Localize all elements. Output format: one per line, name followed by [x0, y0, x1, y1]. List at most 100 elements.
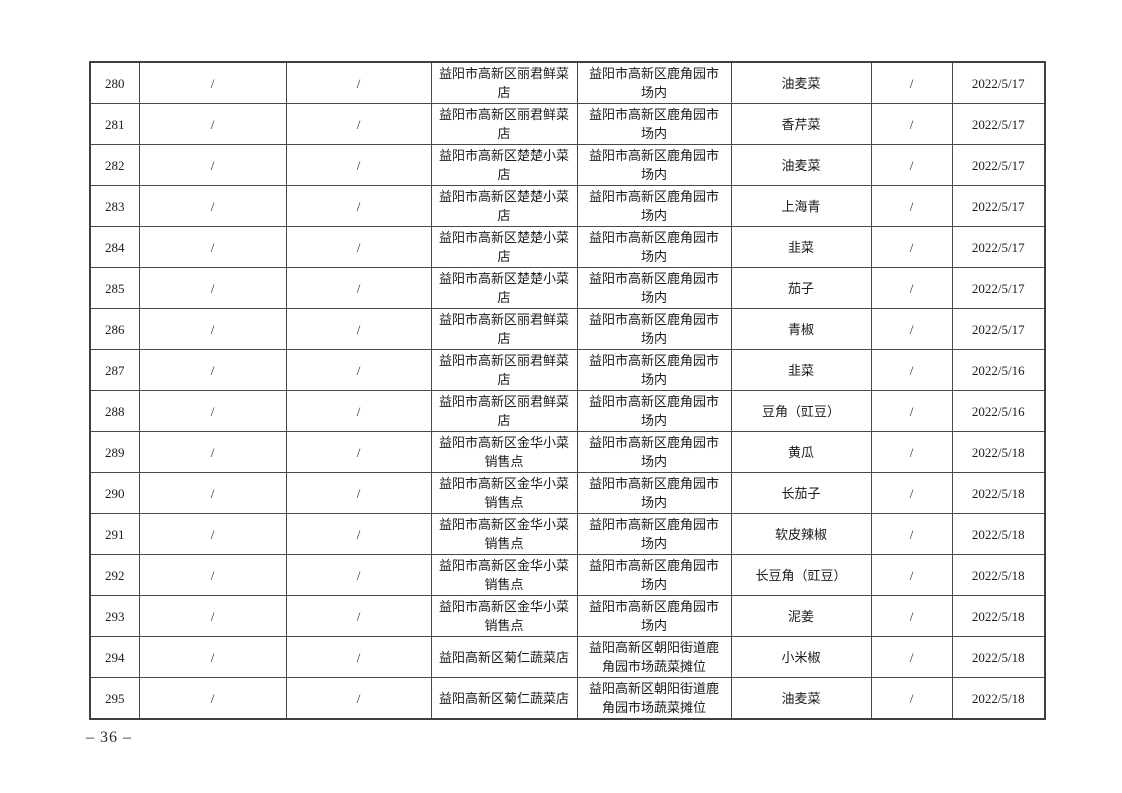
table-cell: 益阳市高新区鹿角园市场内 [576, 144, 732, 186]
table-cell: / [138, 185, 287, 227]
table-cell: 益阳市高新区鹿角园市场内 [576, 267, 732, 309]
table-cell: 益阳市高新区鹿角园市场内 [576, 185, 732, 227]
table-cell: / [285, 636, 432, 678]
table-cell: 油麦菜 [730, 61, 872, 104]
table-cell: / [870, 431, 953, 473]
table-cell: 益阳市高新区丽君鲜菜店 [430, 61, 578, 104]
table-cell: 益阳市高新区楚楚小菜店 [430, 144, 578, 186]
table-cell: / [285, 677, 432, 720]
table-cell: 280 [89, 61, 140, 104]
table-row: 284// 益阳市高新区楚楚小菜店 益阳市高新区鹿角园市场内 韭菜/2022/5/17 [89, 226, 1046, 268]
table-row: 293// 益阳市高新区金华小菜销售点 益阳市高新区鹿角园市场内 泥姜/2022/5/… [89, 595, 1046, 637]
table-cell: 益阳市高新区鹿角园市场内 [576, 390, 732, 432]
table-row: 288// 益阳市高新区丽君鲜菜店 益阳市高新区鹿角园市场内 豆角（豇豆）/2022/… [89, 390, 1046, 432]
table-cell: / [285, 431, 432, 473]
table-cell: 益阳高新区菊仁蔬菜店 [430, 677, 578, 720]
table-cell: / [138, 349, 287, 391]
table-row: 295// 益阳高新区菊仁蔬菜店 益阳高新区朝阳街道鹿角园市场蔬菜摊位 油麦菜/202… [89, 677, 1046, 720]
table-cell: / [285, 513, 432, 555]
table-cell: 益阳高新区菊仁蔬菜店 [430, 636, 578, 678]
table-cell: / [285, 472, 432, 514]
table-cell: 294 [89, 636, 140, 678]
table-cell: / [870, 349, 953, 391]
table-cell: 2022/5/18 [951, 595, 1046, 637]
table-cell: 韭菜 [730, 349, 872, 391]
table-cell: / [138, 144, 287, 186]
table-cell: 290 [89, 472, 140, 514]
table-cell: 283 [89, 185, 140, 227]
table-cell: 益阳市高新区金华小菜销售点 [430, 472, 578, 514]
table-cell: 豆角（豇豆） [730, 390, 872, 432]
table-cell: 益阳市高新区鹿角园市场内 [576, 431, 732, 473]
table-cell: / [870, 308, 953, 350]
table-cell: / [285, 349, 432, 391]
table-cell: / [285, 267, 432, 309]
table-cell: / [870, 226, 953, 268]
table-row: 292// 益阳市高新区金华小菜销售点 益阳市高新区鹿角园市场内 长豆角（豇豆）/20… [89, 554, 1046, 596]
table-cell: 2022/5/18 [951, 472, 1046, 514]
table-cell: 2022/5/18 [951, 677, 1046, 720]
table-cell: / [870, 144, 953, 186]
table-cell: / [870, 390, 953, 432]
table-cell: / [285, 390, 432, 432]
table-cell: 2022/5/16 [951, 349, 1046, 391]
table-cell: 益阳市高新区丽君鲜菜店 [430, 103, 578, 145]
table-cell: 益阳市高新区金华小菜销售点 [430, 513, 578, 555]
table-cell: 285 [89, 267, 140, 309]
table-cell: / [285, 185, 432, 227]
table-cell: / [285, 61, 432, 104]
table-cell: / [870, 554, 953, 596]
table-cell: / [285, 226, 432, 268]
table-cell: 2022/5/18 [951, 636, 1046, 678]
table-cell: 益阳市高新区鹿角园市场内 [576, 472, 732, 514]
table-cell: / [138, 595, 287, 637]
table-row: 283// 益阳市高新区楚楚小菜店 益阳市高新区鹿角园市场内 上海青/2022/5/1… [89, 185, 1046, 227]
table-cell: 益阳市高新区鹿角园市场内 [576, 61, 732, 104]
table-cell: 黄瓜 [730, 431, 872, 473]
table-cell: 益阳市高新区鹿角园市场内 [576, 226, 732, 268]
table-cell: 2022/5/17 [951, 144, 1046, 186]
table-cell: / [138, 636, 287, 678]
table-cell: / [285, 144, 432, 186]
table-cell: / [870, 267, 953, 309]
table-cell: / [870, 472, 953, 514]
table-cell: 油麦菜 [730, 144, 872, 186]
table-cell: 2022/5/17 [951, 103, 1046, 145]
table-row: 282// 益阳市高新区楚楚小菜店 益阳市高新区鹿角园市场内 油麦菜/2022/5/1… [89, 144, 1046, 186]
table-cell: 282 [89, 144, 140, 186]
table-cell: / [138, 226, 287, 268]
table-cell: 益阳市高新区鹿角园市场内 [576, 103, 732, 145]
table-cell: 益阳市高新区丽君鲜菜店 [430, 349, 578, 391]
table-cell: 青椒 [730, 308, 872, 350]
table-row: 280// 益阳市高新区丽君鲜菜店 益阳市高新区鹿角园市场内 油麦菜/2022/5/1… [89, 61, 1046, 104]
table-cell: 2022/5/17 [951, 185, 1046, 227]
table-cell: 2022/5/17 [951, 61, 1046, 104]
table-cell: / [138, 103, 287, 145]
table-cell: 益阳市高新区鹿角园市场内 [576, 349, 732, 391]
table-cell: / [870, 61, 953, 104]
table-cell: 茄子 [730, 267, 872, 309]
table-cell: 2022/5/18 [951, 431, 1046, 473]
table-row: 294// 益阳高新区菊仁蔬菜店 益阳高新区朝阳街道鹿角园市场蔬菜摊位 小米椒/202… [89, 636, 1046, 678]
table-cell: / [285, 554, 432, 596]
table-cell: 益阳市高新区金华小菜销售点 [430, 595, 578, 637]
table-cell: 益阳市高新区鹿角园市场内 [576, 554, 732, 596]
table-cell: 长豆角（豇豆） [730, 554, 872, 596]
table-cell: 293 [89, 595, 140, 637]
table-cell: 287 [89, 349, 140, 391]
table-cell: 291 [89, 513, 140, 555]
table-cell: 益阳市高新区丽君鲜菜店 [430, 390, 578, 432]
table-cell: / [870, 636, 953, 678]
table-cell: / [138, 308, 287, 350]
table-cell: 281 [89, 103, 140, 145]
table-cell: / [285, 308, 432, 350]
table-cell: 289 [89, 431, 140, 473]
table-cell: 益阳市高新区楚楚小菜店 [430, 226, 578, 268]
table-row: 286// 益阳市高新区丽君鲜菜店 益阳市高新区鹿角园市场内 青椒/2022/5/17 [89, 308, 1046, 350]
table-cell: 长茄子 [730, 472, 872, 514]
table-cell: 284 [89, 226, 140, 268]
table-cell: / [870, 595, 953, 637]
table-cell: / [870, 513, 953, 555]
table-cell: 益阳市高新区金华小菜销售点 [430, 554, 578, 596]
table-cell: 295 [89, 677, 140, 720]
